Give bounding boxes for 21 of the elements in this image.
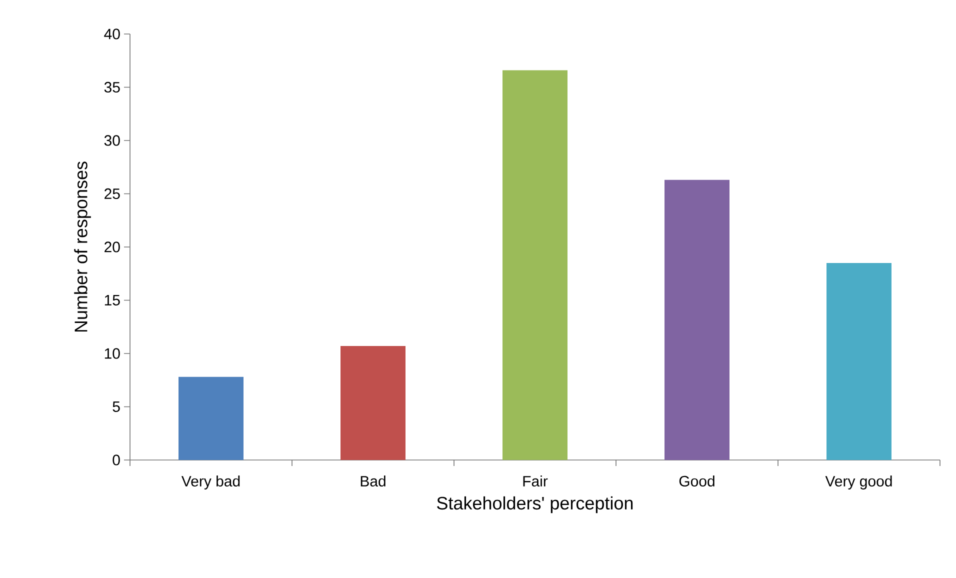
bar <box>664 180 730 460</box>
y-tick-label: 10 <box>104 348 120 359</box>
y-axis-title: Number of responses <box>74 162 91 332</box>
bar <box>178 376 244 460</box>
bar <box>826 262 892 460</box>
y-tick-label: 35 <box>104 82 120 93</box>
x-tick-label: Very bad <box>181 476 240 490</box>
x-tick-label: Good <box>679 476 714 487</box>
y-tick-label: 15 <box>104 295 120 306</box>
y-tick-label: 20 <box>104 242 120 252</box>
x-tick-label: Bad <box>360 476 386 487</box>
y-tick-label: 30 <box>104 135 120 146</box>
x-axis-title: Stakeholders' perception <box>437 496 633 514</box>
y-tick-label: 0 <box>112 454 120 466</box>
bar <box>340 346 406 460</box>
y-tick-label: 25 <box>104 188 120 200</box>
x-tick-label: Fair <box>523 476 548 487</box>
x-tick-label: Very good <box>825 476 892 490</box>
y-tick-label: 40 <box>104 28 120 40</box>
y-tick-label: 5 <box>112 402 120 412</box>
bar <box>502 70 568 460</box>
